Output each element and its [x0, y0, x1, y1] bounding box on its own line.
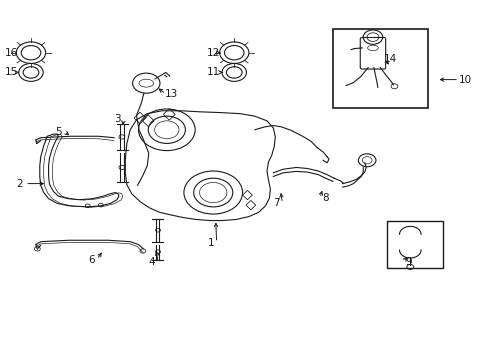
Text: 16: 16 — [5, 48, 18, 58]
Text: 9: 9 — [406, 257, 413, 267]
Text: 15: 15 — [5, 67, 18, 77]
Text: 3: 3 — [115, 114, 121, 124]
Text: 7: 7 — [273, 198, 280, 208]
Text: 5: 5 — [55, 127, 62, 136]
FancyBboxPatch shape — [360, 37, 386, 69]
Bar — [387, 221, 443, 268]
Text: 4: 4 — [149, 257, 155, 267]
Text: 8: 8 — [322, 193, 329, 203]
Bar — [333, 30, 428, 108]
Text: 2: 2 — [16, 179, 23, 189]
Text: 14: 14 — [384, 54, 397, 64]
Text: 11: 11 — [207, 67, 220, 77]
Text: 12: 12 — [207, 48, 220, 58]
Text: 1: 1 — [207, 238, 214, 248]
Text: 6: 6 — [88, 255, 95, 265]
Text: 10: 10 — [458, 75, 471, 85]
Text: 13: 13 — [165, 89, 178, 99]
